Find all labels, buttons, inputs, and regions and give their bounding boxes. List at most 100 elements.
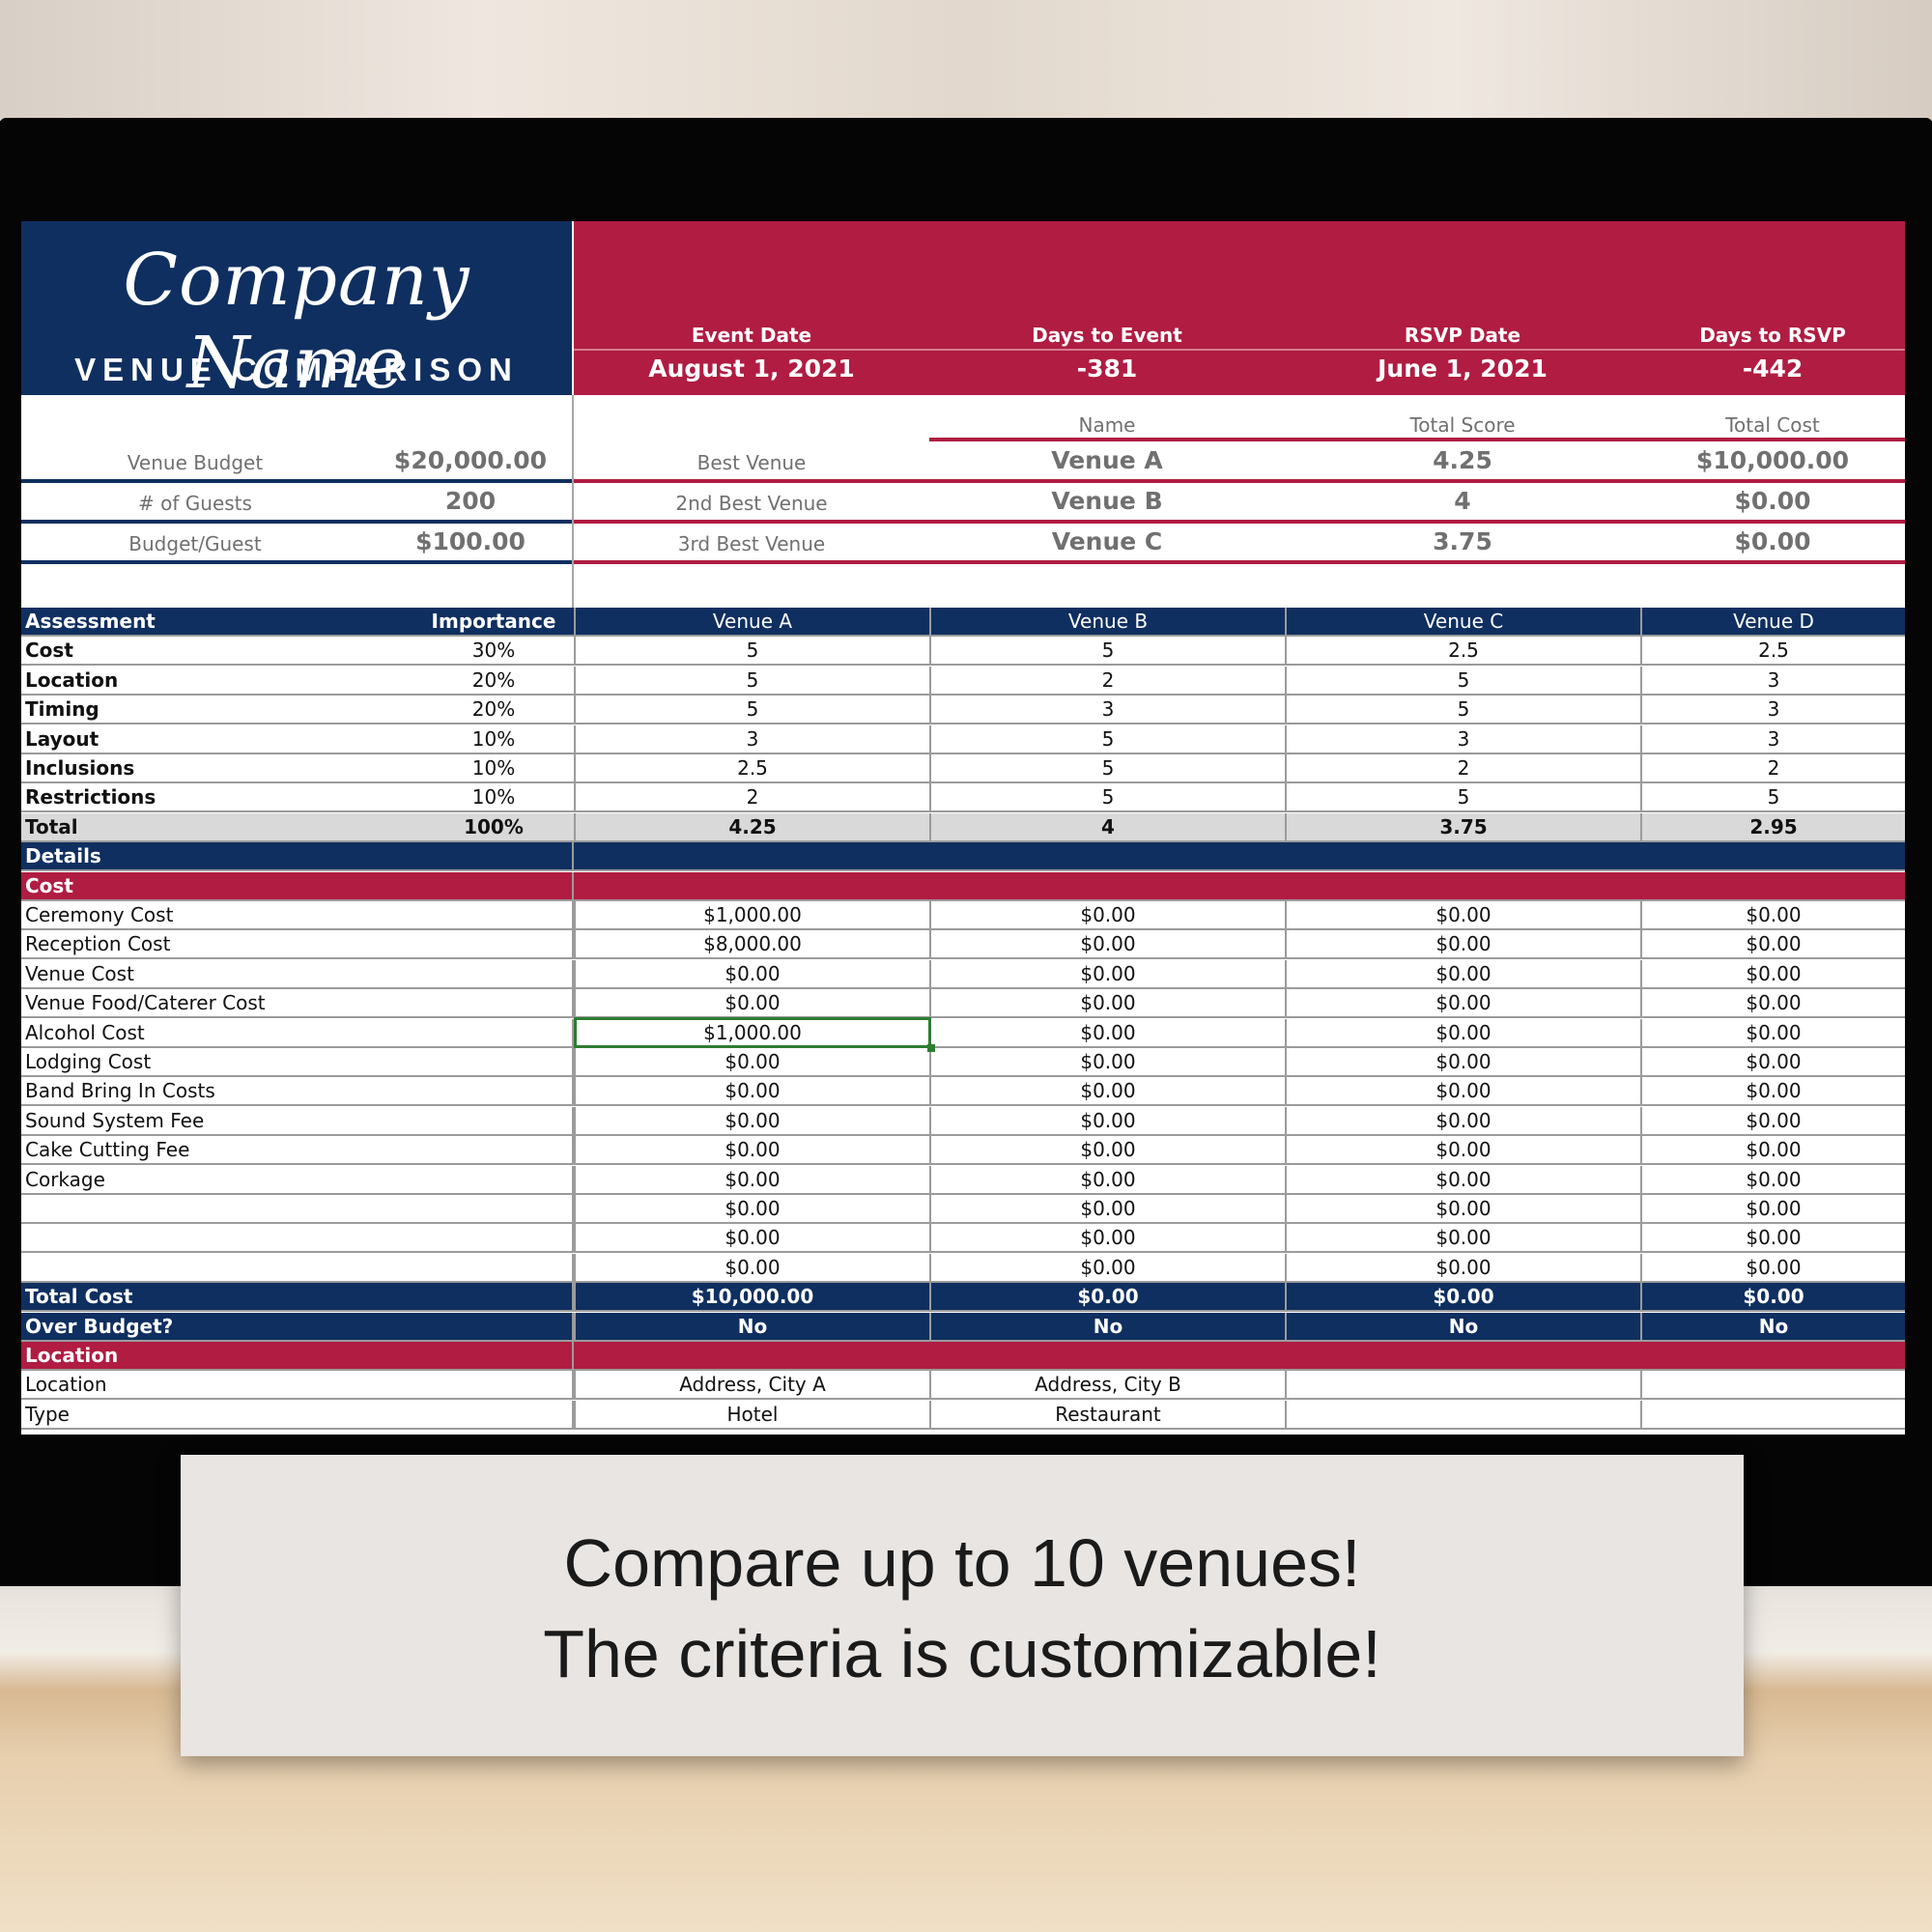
score-cell[interactable]: 5: [574, 696, 929, 724]
cost-item-label[interactable]: Ceremony Cost: [25, 903, 174, 926]
cost-value-cell[interactable]: $0.00: [1285, 1224, 1640, 1252]
cost-value-cell[interactable]: $1,000.00: [574, 1018, 929, 1046]
score-cell[interactable]: 3: [929, 696, 1285, 724]
cost-value-cell[interactable]: $0.00: [1285, 1018, 1640, 1046]
cost-value-cell[interactable]: $0.00: [1285, 930, 1640, 958]
cost-value-cell[interactable]: $0.00: [929, 1136, 1285, 1164]
cost-value-cell[interactable]: $0.00: [929, 1106, 1285, 1134]
cost-value-cell[interactable]: $0.00: [1285, 1165, 1640, 1193]
location-item-label[interactable]: Location: [25, 1373, 107, 1397]
location-value-cell[interactable]: Hotel: [574, 1400, 929, 1428]
cost-value-cell[interactable]: $0.00: [1285, 959, 1640, 987]
score-cell[interactable]: 5: [1285, 696, 1640, 724]
cost-value-cell[interactable]: $0.00: [929, 930, 1285, 958]
cost-value-cell[interactable]: $0.00: [574, 959, 929, 987]
score-cell[interactable]: 2.5: [1640, 637, 1905, 665]
location-value-cell[interactable]: Restaurant: [929, 1400, 1285, 1428]
score-cell[interactable]: 5: [574, 666, 929, 694]
cost-value-cell[interactable]: $0.00: [1640, 989, 1905, 1017]
cost-value-cell[interactable]: $0.00: [1285, 1195, 1640, 1222]
cost-value-cell[interactable]: $0.00: [1640, 1106, 1905, 1134]
score-cell[interactable]: 5: [929, 637, 1285, 665]
score-cell[interactable]: 5: [929, 754, 1285, 781]
event-date-value[interactable]: August 1, 2021: [648, 355, 855, 383]
cost-item-label[interactable]: Cake Cutting Fee: [25, 1138, 190, 1162]
cost-value-cell[interactable]: $0.00: [1640, 1048, 1905, 1075]
cost-value-cell[interactable]: $0.00: [574, 1077, 929, 1105]
cost-item-label[interactable]: Sound System Fee: [25, 1108, 205, 1132]
cost-value-cell[interactable]: $0.00: [1640, 959, 1905, 987]
score-cell[interactable]: 5: [1285, 783, 1640, 811]
cost-item-label[interactable]: [25, 1254, 431, 1281]
cost-value-cell[interactable]: $0.00: [1640, 1165, 1905, 1193]
cost-value-cell[interactable]: $0.00: [574, 1136, 929, 1164]
cost-value-cell[interactable]: $0.00: [929, 1165, 1285, 1193]
cost-item-label[interactable]: Lodging Cost: [25, 1050, 152, 1073]
score-cell[interactable]: 5: [1640, 783, 1905, 811]
score-cell[interactable]: 3: [574, 724, 929, 753]
cost-value-cell[interactable]: $0.00: [1640, 1253, 1905, 1281]
venue-budget-value[interactable]: $20,000.00: [393, 446, 548, 474]
cost-item-label[interactable]: [25, 1224, 431, 1251]
importance-cell[interactable]: 10%: [471, 756, 516, 780]
score-cell[interactable]: 3: [1640, 666, 1905, 694]
cost-value-cell[interactable]: $0.00: [1640, 1077, 1905, 1105]
score-cell[interactable]: 5: [929, 724, 1285, 753]
importance-cell[interactable]: 10%: [471, 726, 516, 751]
importance-cell[interactable]: 20%: [471, 697, 516, 722]
cost-item-label[interactable]: Venue Cost: [25, 961, 134, 985]
cost-value-cell[interactable]: $0.00: [574, 1195, 929, 1222]
score-cell[interactable]: 2: [1640, 754, 1905, 781]
cost-value-cell[interactable]: $0.00: [1640, 1224, 1905, 1252]
location-value-cell[interactable]: [1285, 1400, 1640, 1428]
cost-item-label[interactable]: Venue Food/Caterer Cost: [25, 991, 266, 1015]
importance-cell[interactable]: 30%: [471, 639, 516, 663]
cost-item-label[interactable]: Corkage: [25, 1167, 105, 1191]
cost-value-cell[interactable]: $0.00: [929, 901, 1285, 928]
cost-value-cell[interactable]: $0.00: [1640, 1195, 1905, 1222]
score-cell[interactable]: 3: [1285, 724, 1640, 753]
cost-value-cell[interactable]: $0.00: [1640, 901, 1905, 928]
location-value-cell[interactable]: [1285, 1371, 1640, 1399]
cost-value-cell[interactable]: $0.00: [574, 1224, 929, 1252]
cost-value-cell[interactable]: $0.00: [1640, 1136, 1905, 1164]
cost-value-cell[interactable]: $0.00: [1285, 1048, 1640, 1075]
location-value-cell[interactable]: [1640, 1400, 1905, 1428]
cost-value-cell[interactable]: $0.00: [574, 1048, 929, 1075]
score-cell[interactable]: 5: [929, 783, 1285, 811]
score-cell[interactable]: 2.5: [574, 754, 929, 781]
location-value-cell[interactable]: Address, City A: [574, 1371, 929, 1399]
selected-cell-outline[interactable]: [574, 1016, 931, 1048]
cost-value-cell[interactable]: $0.00: [574, 1165, 929, 1193]
cost-value-cell[interactable]: $0.00: [1285, 1136, 1640, 1164]
importance-cell[interactable]: 10%: [471, 785, 516, 810]
score-cell[interactable]: 3: [1640, 724, 1905, 753]
cost-value-cell[interactable]: $0.00: [1285, 1253, 1640, 1281]
cost-value-cell[interactable]: $8,000.00: [574, 930, 929, 958]
score-cell[interactable]: 2: [929, 666, 1285, 694]
cost-item-label[interactable]: Band Bring In Costs: [25, 1079, 215, 1103]
location-value-cell[interactable]: Address, City B: [929, 1371, 1285, 1399]
cost-item-label[interactable]: Reception Cost: [25, 932, 171, 956]
cost-value-cell[interactable]: $0.00: [574, 1253, 929, 1281]
fill-handle[interactable]: [927, 1043, 935, 1052]
guests-value[interactable]: 200: [444, 487, 497, 515]
cost-value-cell[interactable]: $0.00: [929, 1077, 1285, 1105]
cost-value-cell[interactable]: $0.00: [1640, 930, 1905, 958]
cost-value-cell[interactable]: $0.00: [574, 989, 929, 1017]
score-cell[interactable]: 3: [1640, 696, 1905, 724]
cost-value-cell[interactable]: $0.00: [574, 1106, 929, 1134]
cost-value-cell[interactable]: $0.00: [1640, 1018, 1905, 1046]
location-item-label[interactable]: Type: [25, 1402, 70, 1426]
cost-value-cell[interactable]: $0.00: [1285, 901, 1640, 928]
importance-cell[interactable]: 20%: [471, 668, 516, 692]
cost-value-cell[interactable]: $0.00: [929, 989, 1285, 1017]
cost-value-cell[interactable]: $0.00: [1285, 1077, 1640, 1105]
cost-item-label[interactable]: [25, 1195, 431, 1222]
cost-value-cell[interactable]: $0.00: [929, 1048, 1285, 1075]
cost-value-cell[interactable]: $0.00: [929, 1018, 1285, 1046]
cost-value-cell[interactable]: $0.00: [929, 1253, 1285, 1281]
score-cell[interactable]: 2.5: [1285, 637, 1640, 665]
score-cell[interactable]: 2: [574, 783, 929, 811]
rsvp-date-value[interactable]: June 1, 2021: [1378, 355, 1548, 383]
